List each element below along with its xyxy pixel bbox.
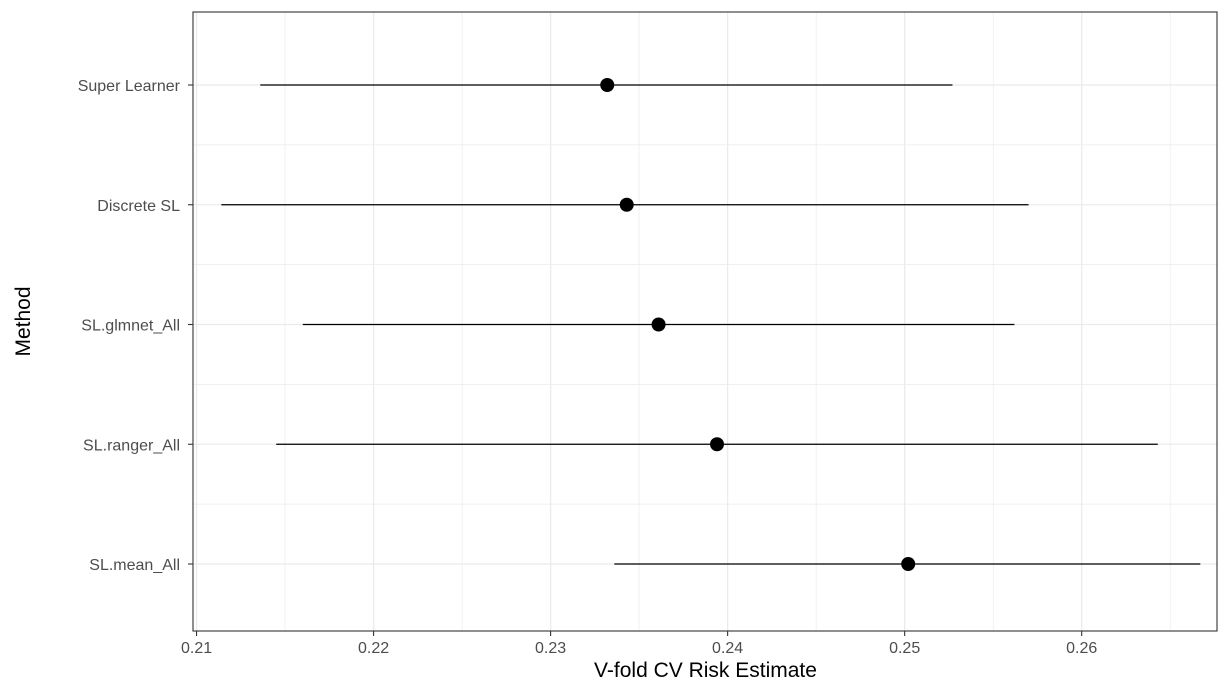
y-axis-title: Method bbox=[12, 286, 35, 356]
x-tick-label: 0.22 bbox=[358, 640, 389, 657]
axes: 0.21 0.22 0.23 0.24 0.25 0.26 Super Learner Dis… bbox=[78, 78, 1098, 657]
estimate-point bbox=[901, 557, 916, 571]
x-tick-label: 0.23 bbox=[535, 640, 566, 657]
panel-border bbox=[192, 11, 1218, 632]
estimate-point bbox=[600, 78, 615, 92]
x-tick-label: 0.21 bbox=[181, 640, 212, 657]
estimate-point bbox=[619, 197, 634, 212]
y-tick-label: SL.mean_All bbox=[89, 557, 180, 574]
y-tick-label: SL.ranger_All bbox=[83, 437, 180, 454]
estimate-point bbox=[651, 317, 666, 332]
y-tick-label: Super Learner bbox=[78, 78, 181, 95]
x-axis-title: V-fold CV Risk Estimate bbox=[594, 659, 817, 682]
y-tick-label: Discrete SL bbox=[97, 198, 180, 215]
y-tick-label: SL.glmnet_All bbox=[81, 318, 180, 335]
x-tick-label: 0.25 bbox=[889, 640, 920, 657]
grid-lines bbox=[193, 12, 1218, 631]
x-tick-label: 0.24 bbox=[712, 640, 743, 657]
estimate-point bbox=[710, 437, 725, 452]
x-tick-label: 0.26 bbox=[1066, 640, 1097, 657]
point-range-series bbox=[221, 78, 1201, 571]
